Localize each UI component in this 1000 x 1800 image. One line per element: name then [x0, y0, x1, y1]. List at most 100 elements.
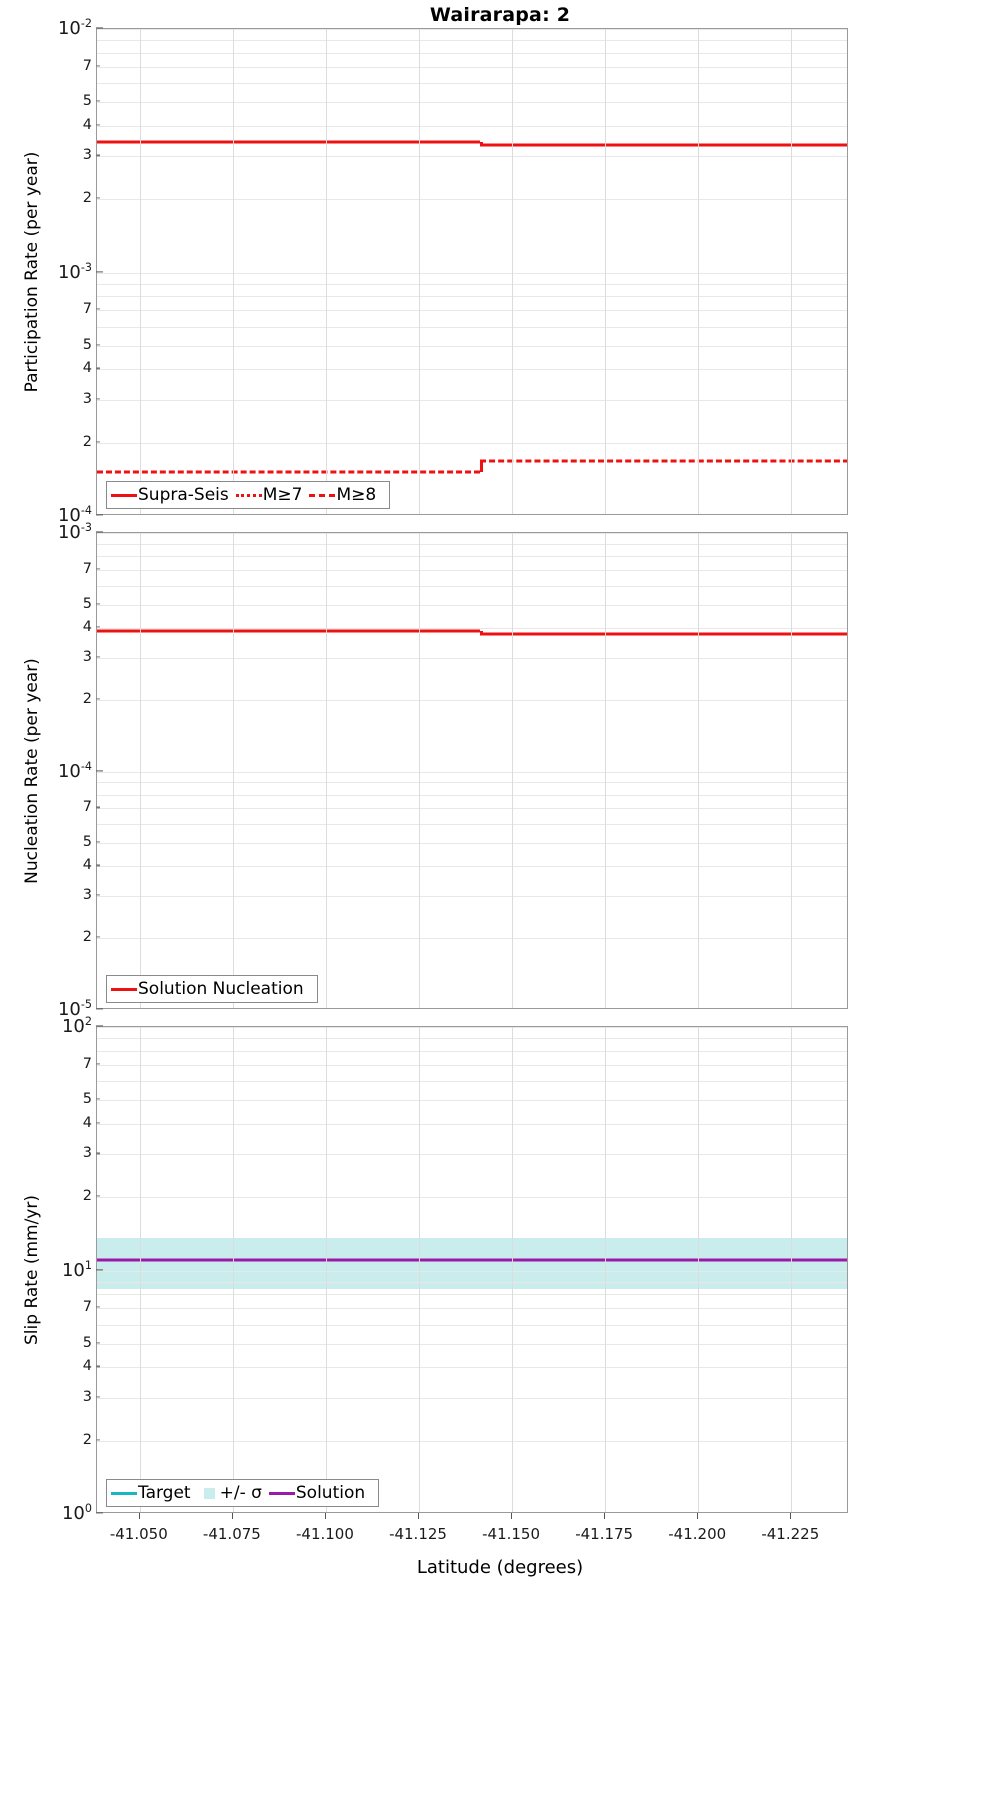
gridline-horizontal: [97, 40, 847, 42]
gridline-horizontal: [97, 199, 847, 201]
y-tick-mark-minor: [96, 344, 100, 346]
gridline-horizontal: [97, 771, 847, 773]
gridline-horizontal: [97, 1397, 847, 1399]
series-line-segment: [97, 1258, 847, 1262]
gridline-horizontal: [97, 808, 847, 810]
gridline-horizontal: [97, 1343, 847, 1345]
gridline-horizontal: [97, 1197, 847, 1199]
y-tick-mark-minor: [96, 936, 100, 938]
legend-entry[interactable]: Target: [111, 1483, 198, 1503]
y-tick-label-decade: 10-5: [57, 998, 92, 1020]
gridline-vertical: [325, 533, 327, 1008]
legend-label: Target: [138, 1483, 191, 1503]
y-tick-mark-minor: [96, 1122, 100, 1124]
series-line-segment: [97, 1258, 847, 1262]
gridline-horizontal: [97, 543, 847, 545]
gridline-vertical: [512, 533, 514, 1008]
y-tick-label-minor: 5: [82, 834, 92, 851]
gridline-horizontal: [97, 938, 847, 940]
y-tick-mark-minor: [96, 1195, 100, 1197]
y-tick-mark: [96, 270, 103, 273]
series-line-segment: [97, 140, 481, 144]
y-tick-label-minor: 2: [82, 433, 92, 450]
gridline-vertical: [791, 533, 793, 1008]
series-step-connector: [480, 630, 484, 635]
y-tick-label-minor: 5: [82, 336, 92, 353]
y-tick-label-decade: 10-4: [57, 759, 92, 782]
gridline-vertical: [139, 29, 141, 514]
x-tick-label: -41.225: [761, 1525, 820, 1543]
x-tick-mark: [138, 1513, 140, 1519]
gridline-horizontal: [97, 556, 847, 558]
y-tick-label-minor: 7: [82, 301, 92, 318]
y-tick-label-minor: 5: [82, 93, 92, 110]
legend-entry[interactable]: M≥8: [309, 485, 383, 505]
x-tick-label: -41.075: [202, 1525, 261, 1543]
y-tick-label-decade: 101: [61, 1258, 92, 1281]
y-tick-mark: [96, 1025, 103, 1027]
gridline-vertical: [512, 29, 514, 514]
gridline-horizontal: [97, 310, 847, 312]
gridline-horizontal: [97, 1038, 847, 1040]
gridline-horizontal: [97, 866, 847, 868]
gridline-vertical: [698, 29, 700, 514]
gridline-vertical: [419, 29, 421, 514]
y-tick-mark-minor: [96, 398, 100, 400]
x-tick-mark: [697, 1513, 699, 1519]
series-line-segment: [97, 470, 481, 474]
gridline-vertical: [325, 29, 327, 514]
gridline-vertical: [698, 533, 700, 1008]
gridline-horizontal: [97, 794, 847, 796]
x-tick-mark: [418, 1513, 420, 1519]
gridline-horizontal: [97, 125, 847, 127]
gridline-vertical: [232, 1027, 234, 1512]
panel-2-legend[interactable]: Target +/- σ Solution: [106, 1479, 380, 1507]
y-tick-label-decade: 10-3: [57, 521, 92, 543]
y-tick-mark-minor: [96, 124, 100, 126]
y-tick-mark-minor: [96, 656, 100, 658]
x-axis-label: Latitude (degrees): [416, 1557, 584, 1578]
y-tick-label-decade: 10-3: [57, 260, 92, 283]
panel-1-plot-area: [96, 532, 848, 1009]
gridline-vertical: [232, 533, 234, 1008]
panel-1-ytick-labels: 10-3 10-4 10-5 7 5 4 3 2 7 5 4 3 2: [34, 521, 92, 1020]
legend-entry[interactable]: Solution Nucleation: [111, 979, 311, 999]
panel-0-legend[interactable]: Supra-Seis M≥7 M≥8: [106, 481, 391, 509]
gridline-vertical: [512, 1027, 514, 1512]
legend-patch-swatch: [203, 1487, 215, 1499]
legend-entry[interactable]: Supra-Seis: [111, 485, 236, 505]
series-line-segment: [480, 143, 847, 147]
y-tick-mark-minor: [96, 841, 100, 843]
y-tick-mark: [96, 1512, 103, 1514]
gridline-vertical: [232, 29, 234, 514]
gridline-horizontal: [97, 1064, 847, 1066]
y-tick-label-decade: 102: [61, 1015, 92, 1037]
gridline-horizontal: [97, 399, 847, 401]
y-tick-label-minor: 5: [82, 1091, 92, 1108]
gridline-horizontal: [97, 442, 847, 444]
gridline-vertical: [698, 1027, 700, 1512]
series-step-connector: [480, 141, 484, 145]
gridline-horizontal: [97, 843, 847, 845]
x-tick-label: -41.175: [575, 1525, 634, 1543]
y-tick-mark-minor: [96, 1306, 100, 1308]
x-tick-mark: [231, 1513, 234, 1519]
legend-label: Supra-Seis: [138, 485, 229, 505]
legend-entry[interactable]: M≥7: [235, 485, 310, 505]
legend-line-swatch: [235, 493, 262, 497]
y-tick-label-minor: 4: [82, 1358, 92, 1375]
legend-entry[interactable]: +/- σ: [198, 1483, 269, 1503]
y-tick-label-minor: 3: [82, 887, 92, 904]
gridline-vertical: [791, 29, 793, 514]
legend-entry[interactable]: Solution: [268, 1483, 372, 1503]
x-tick-mark: [324, 1513, 327, 1519]
gridline-horizontal: [97, 83, 847, 85]
y-tick-label-minor: 2: [82, 190, 92, 207]
panel-1-legend[interactable]: Solution Nucleation: [106, 975, 318, 1003]
y-tick-mark-minor: [96, 100, 100, 102]
x-tick-label: -41.200: [668, 1525, 727, 1543]
series-line-segment: [480, 632, 847, 636]
gridline-vertical: [791, 1027, 793, 1512]
x-tick-mark: [790, 1513, 792, 1519]
y-tick-label-decade: 100: [61, 1502, 92, 1524]
